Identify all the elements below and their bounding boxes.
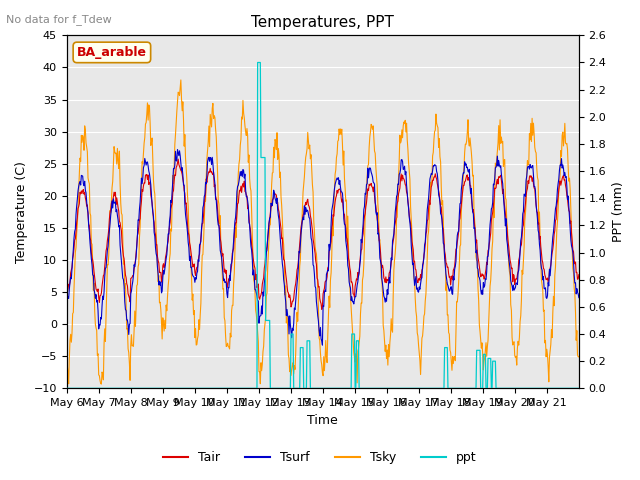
Text: No data for f_Tdew: No data for f_Tdew bbox=[6, 14, 112, 25]
Y-axis label: Temperature (C): Temperature (C) bbox=[15, 161, 28, 263]
Legend: Tair, Tsurf, Tsky, ppt: Tair, Tsurf, Tsky, ppt bbox=[158, 446, 482, 469]
Title: Temperatures, PPT: Temperatures, PPT bbox=[252, 15, 394, 30]
Text: BA_arable: BA_arable bbox=[77, 46, 147, 59]
X-axis label: Time: Time bbox=[307, 414, 338, 427]
Y-axis label: PPT (mm): PPT (mm) bbox=[612, 181, 625, 242]
